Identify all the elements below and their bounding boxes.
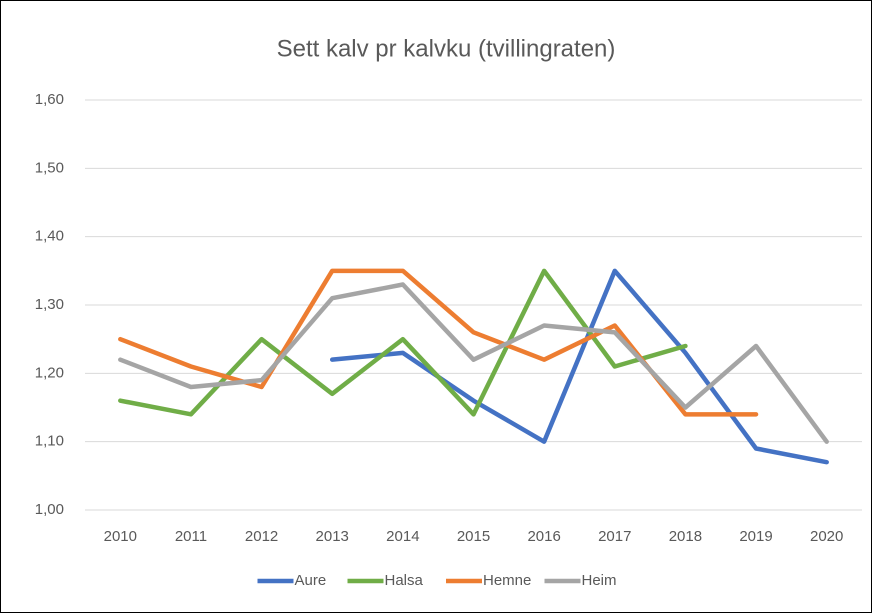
y-tick-label: 1,00 bbox=[35, 501, 64, 518]
y-tick-label: 1,60 bbox=[35, 91, 64, 108]
y-tick-label: 1,50 bbox=[35, 159, 64, 176]
x-tick-label: 2010 bbox=[104, 528, 137, 545]
y-tick-label: 1,30 bbox=[35, 296, 64, 313]
x-tick-label: 2018 bbox=[669, 528, 702, 545]
legend-label: Hemne bbox=[483, 572, 531, 589]
y-tick-label: 1,10 bbox=[35, 433, 64, 450]
legend-label: Heim bbox=[582, 572, 617, 589]
x-tick-label: 2014 bbox=[386, 528, 419, 545]
x-tick-label: 2012 bbox=[245, 528, 278, 545]
x-tick-label: 2015 bbox=[457, 528, 490, 545]
x-tick-label: 2016 bbox=[527, 528, 560, 545]
x-tick-label: 2020 bbox=[810, 528, 843, 545]
x-tick-label: 2013 bbox=[316, 528, 349, 545]
x-tick-label: 2019 bbox=[739, 528, 772, 545]
series-line bbox=[329, 268, 829, 465]
legend-label: Aure bbox=[295, 572, 327, 589]
x-tick-label: 2017 bbox=[598, 528, 631, 545]
x-tick-label: 2011 bbox=[175, 528, 207, 545]
series-line bbox=[118, 282, 829, 444]
y-tick-label: 1,40 bbox=[35, 228, 64, 245]
legend-label: Halsa bbox=[385, 572, 424, 589]
chart-title: Sett kalv pr kalvku (tvillingraten) bbox=[277, 35, 616, 62]
y-tick-label: 1,20 bbox=[35, 364, 64, 381]
